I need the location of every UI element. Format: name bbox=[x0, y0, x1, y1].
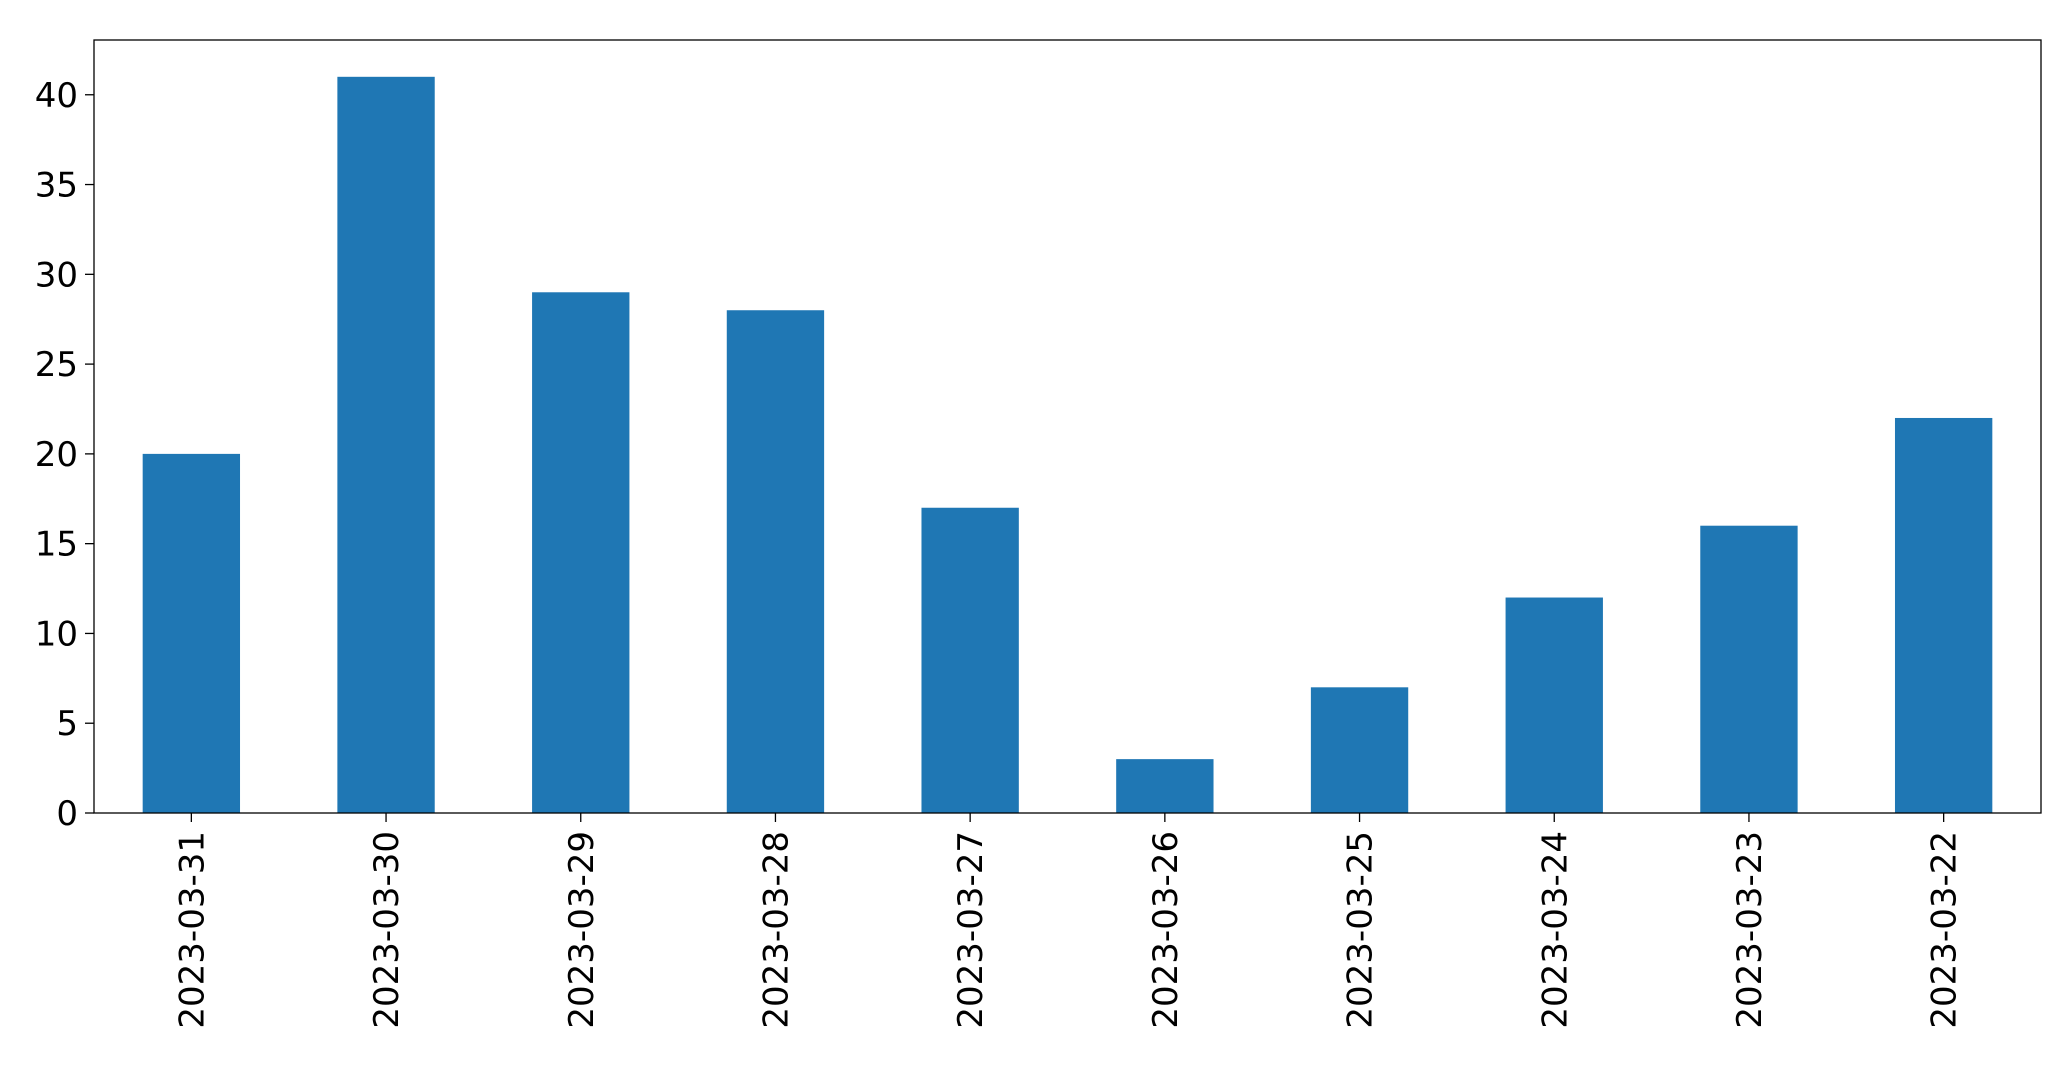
x-tick-label: 2023-03-24 bbox=[1535, 831, 1575, 1029]
x-tick-label: 2023-03-31 bbox=[172, 831, 212, 1029]
y-tick-label: 35 bbox=[35, 166, 78, 206]
y-axis: 0 5 10 15 20 25 30 35 40 bbox=[35, 76, 94, 834]
bar-2023-03-23 bbox=[1700, 525, 1798, 813]
y-tick-label: 30 bbox=[35, 255, 78, 295]
x-tick-label: 2023-03-23 bbox=[1730, 831, 1770, 1029]
x-tick-label: 2023-03-29 bbox=[562, 831, 602, 1029]
bars bbox=[142, 76, 1993, 814]
x-axis: 2023-03-31 2023-03-30 2023-03-29 2023-03-28… bbox=[172, 813, 1965, 1029]
bar-2023-03-29 bbox=[532, 292, 630, 813]
bar-2023-03-31 bbox=[142, 453, 241, 813]
y-tick-label: 10 bbox=[35, 614, 78, 654]
x-tick-label: 2023-03-26 bbox=[1146, 831, 1186, 1029]
x-tick-label: 2023-03-30 bbox=[367, 831, 407, 1029]
bar-2023-03-30 bbox=[337, 76, 435, 814]
bar-2023-03-24 bbox=[1505, 597, 1603, 813]
y-tick-label: 5 bbox=[56, 704, 78, 744]
y-tick-label: 25 bbox=[35, 345, 78, 385]
x-tick-label: 2023-03-27 bbox=[951, 831, 991, 1029]
bar-2023-03-22 bbox=[1894, 417, 1993, 813]
x-tick-label: 2023-03-22 bbox=[1925, 831, 1965, 1029]
bar-2023-03-28 bbox=[726, 310, 825, 813]
x-tick-label: 2023-03-25 bbox=[1341, 831, 1381, 1029]
y-tick-label: 0 bbox=[56, 794, 78, 834]
y-tick-label: 20 bbox=[35, 435, 78, 475]
plot-frame bbox=[93, 39, 2042, 814]
bar-2023-03-25 bbox=[1310, 687, 1409, 813]
y-tick-label: 40 bbox=[35, 76, 78, 116]
bar-2023-03-26 bbox=[1116, 759, 1214, 813]
y-tick-label: 15 bbox=[35, 525, 78, 565]
x-tick-label: 2023-03-28 bbox=[756, 831, 796, 1029]
bar-2023-03-27 bbox=[921, 507, 1019, 813]
